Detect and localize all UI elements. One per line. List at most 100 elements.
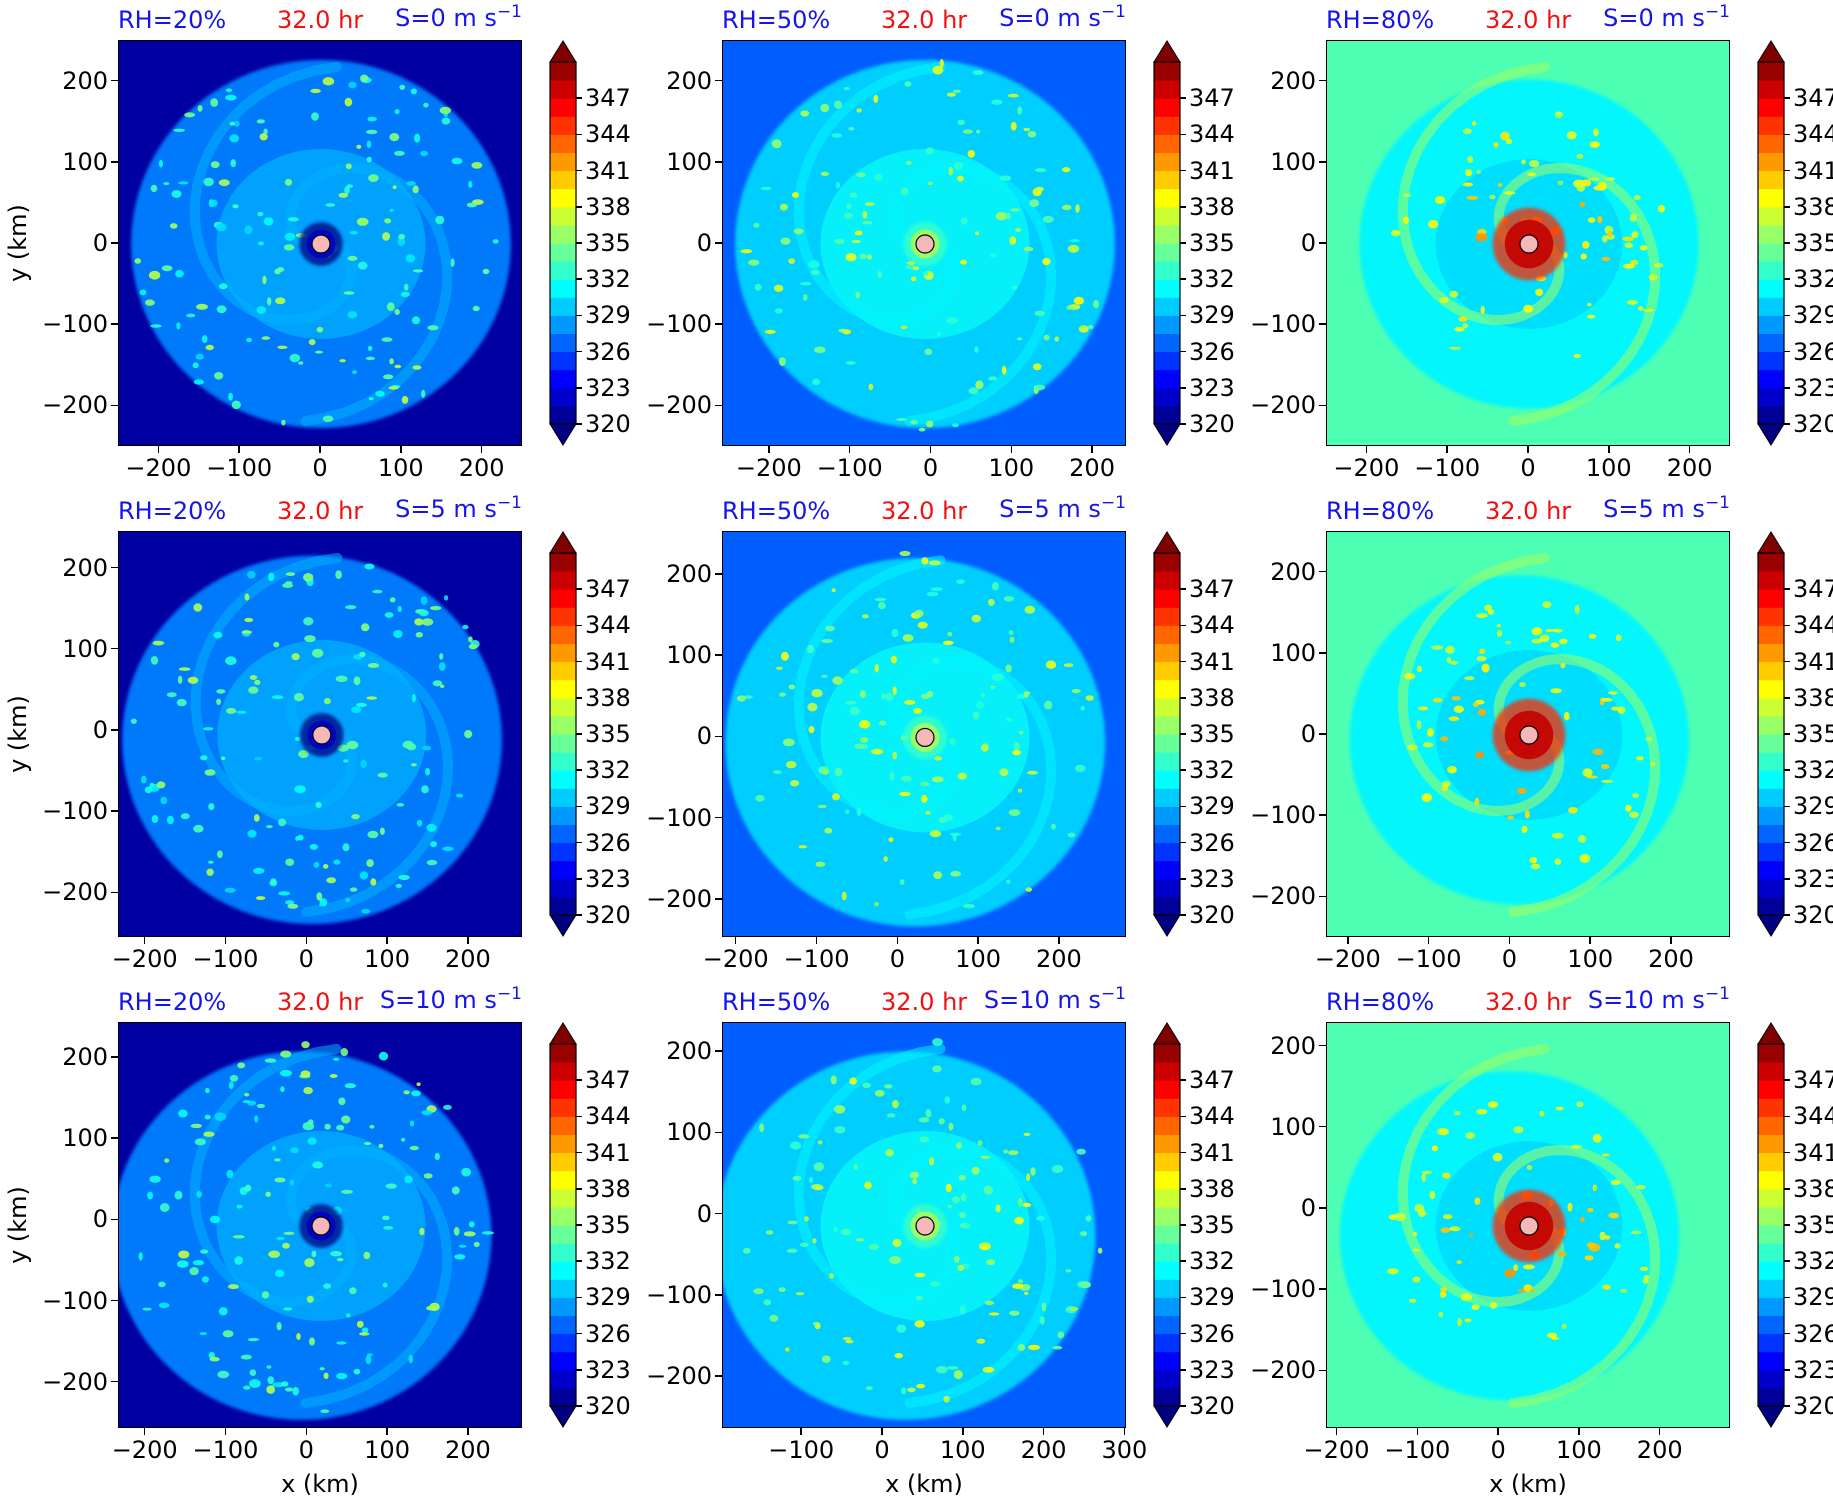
colorbar-tick-mark — [1180, 1188, 1186, 1190]
colorbar-tick-label: 326 — [585, 337, 631, 366]
y-tick-mark — [1319, 323, 1326, 325]
y-tick-label: 200 — [1270, 1031, 1316, 1060]
colorbar-tick-label: 347 — [1793, 84, 1833, 113]
storm-center-marker — [915, 234, 935, 254]
shear-value: S=5 m s — [1603, 495, 1705, 523]
x-tick-mark — [1658, 1428, 1661, 1435]
colorbar-tick-label: 332 — [585, 756, 631, 785]
y-tick-label: 0 — [92, 1205, 108, 1234]
x-tick-mark — [1123, 1428, 1126, 1435]
y-tick-label: 200 — [666, 560, 712, 589]
colorbar-tick-label: 320 — [1793, 410, 1833, 438]
panel-rh-label: RH=50% — [722, 988, 831, 1016]
panel-time-label: 32.0 hr — [1485, 497, 1572, 525]
colorbar-gradient — [1153, 531, 1181, 937]
colorbar-tick-label: 344 — [1793, 1102, 1833, 1131]
panel-shear-label: S=5 m s−1 — [999, 493, 1126, 523]
colorbar-tick-label: 335 — [1793, 1211, 1833, 1239]
colorbar-tick-label: 344 — [1189, 1102, 1235, 1131]
heatmap-panel — [1326, 40, 1730, 446]
x-tick-label: 100 — [1555, 1436, 1602, 1464]
x-tick-label: 100 — [377, 454, 424, 482]
y-tick-label: 200 — [1270, 66, 1316, 95]
colorbar-tick-mark — [1180, 1260, 1186, 1262]
colorbar-tick-mark — [1784, 624, 1790, 627]
colorbar-tick-mark — [1784, 914, 1790, 916]
x-tick-label: 200 — [1036, 945, 1082, 973]
colorbar-tick-mark — [1180, 423, 1186, 425]
colorbar-tick-mark — [1180, 914, 1186, 916]
y-tick-mark — [111, 1056, 118, 1058]
x-tick-mark — [305, 937, 307, 944]
y-tick-mark — [111, 79, 118, 82]
x-tick-mark — [224, 937, 227, 944]
colorbar-tick-label: 335 — [1189, 720, 1235, 748]
x-tick-label: 100 — [1567, 945, 1614, 973]
colorbar-tick-label: 323 — [1793, 373, 1833, 402]
colorbar-tick-label: 320 — [585, 1392, 631, 1420]
colorbar-tick-mark — [576, 1405, 582, 1407]
x-tick-label: 0 — [874, 1436, 890, 1464]
colorbar-tick-label: 347 — [585, 84, 631, 113]
colorbar-tick-label: 323 — [585, 1355, 631, 1384]
y-tick-mark — [1319, 1125, 1326, 1128]
y-tick-label: −200 — [646, 1362, 712, 1391]
x-tick-mark — [1508, 937, 1511, 944]
x-tick-mark — [1688, 446, 1691, 453]
y-tick-mark — [715, 898, 722, 900]
colorbar-tick-label: 323 — [1793, 1355, 1833, 1384]
shear-value: S=10 m s — [1587, 986, 1705, 1014]
y-tick-label: 200 — [666, 66, 712, 95]
x-tick-mark — [1335, 1428, 1338, 1435]
colorbar-tick-label: 329 — [1793, 1283, 1833, 1312]
colorbar-tick-mark — [576, 242, 582, 244]
colorbar — [549, 40, 577, 446]
colorbar-tick-mark — [1180, 697, 1186, 699]
x-tick-label: 200 — [1666, 454, 1713, 482]
storm-center-marker — [1519, 1216, 1539, 1236]
panel-shear-label: S=10 m s−1 — [380, 984, 522, 1014]
colorbar-tick-mark — [1180, 624, 1186, 627]
colorbar — [1757, 1022, 1785, 1428]
y-tick-label: 100 — [666, 641, 712, 670]
y-tick-mark — [111, 647, 118, 650]
x-tick-label: −100 — [1384, 1436, 1451, 1464]
colorbar-tick-label: 323 — [1793, 864, 1833, 893]
colorbar-tick-label: 335 — [1793, 229, 1833, 257]
theta-e-field — [119, 1023, 521, 1427]
x-tick-label: 200 — [1636, 1436, 1683, 1464]
y-tick-mark — [111, 1299, 118, 1302]
y-tick-mark — [111, 1218, 118, 1221]
y-tick-label: 0 — [696, 722, 712, 751]
colorbar-tick-mark — [576, 1115, 582, 1118]
colorbar-tick-mark — [576, 1296, 582, 1299]
colorbar-gradient — [1757, 40, 1785, 446]
panel-rh-label: RH=80% — [1326, 6, 1435, 34]
x-tick-mark — [1058, 937, 1060, 944]
heatmap-panel — [118, 531, 522, 937]
colorbar-tick-label: 326 — [1793, 1319, 1833, 1348]
colorbar-tick-mark — [1784, 1405, 1790, 1407]
colorbar-tick-mark — [1180, 314, 1186, 317]
x-tick-mark — [305, 1428, 307, 1435]
colorbar-gradient — [549, 40, 577, 446]
x-tick-label: −100 — [1414, 454, 1481, 482]
storm-center-marker — [915, 727, 935, 748]
colorbar-tick-mark — [576, 914, 582, 916]
colorbar-tick-mark — [1180, 878, 1186, 880]
colorbar-tick-label: 323 — [585, 373, 631, 402]
colorbar-tick-mark — [1784, 242, 1790, 244]
storm-center-marker — [311, 1216, 331, 1236]
panel-rh-label: RH=20% — [118, 988, 227, 1016]
y-tick-mark — [111, 729, 118, 731]
colorbar-tick-label: 341 — [1189, 647, 1235, 676]
y-tick-mark — [715, 242, 722, 244]
x-tick-mark — [768, 446, 770, 453]
shear-exponent: −1 — [1704, 493, 1730, 513]
x-tick-label: −100 — [783, 945, 850, 973]
colorbar-tick-mark — [1180, 588, 1186, 590]
x-tick-mark — [143, 1428, 146, 1435]
y-tick-mark — [1319, 1207, 1326, 1209]
colorbar — [1153, 531, 1181, 937]
x-tick-mark — [1527, 446, 1529, 453]
